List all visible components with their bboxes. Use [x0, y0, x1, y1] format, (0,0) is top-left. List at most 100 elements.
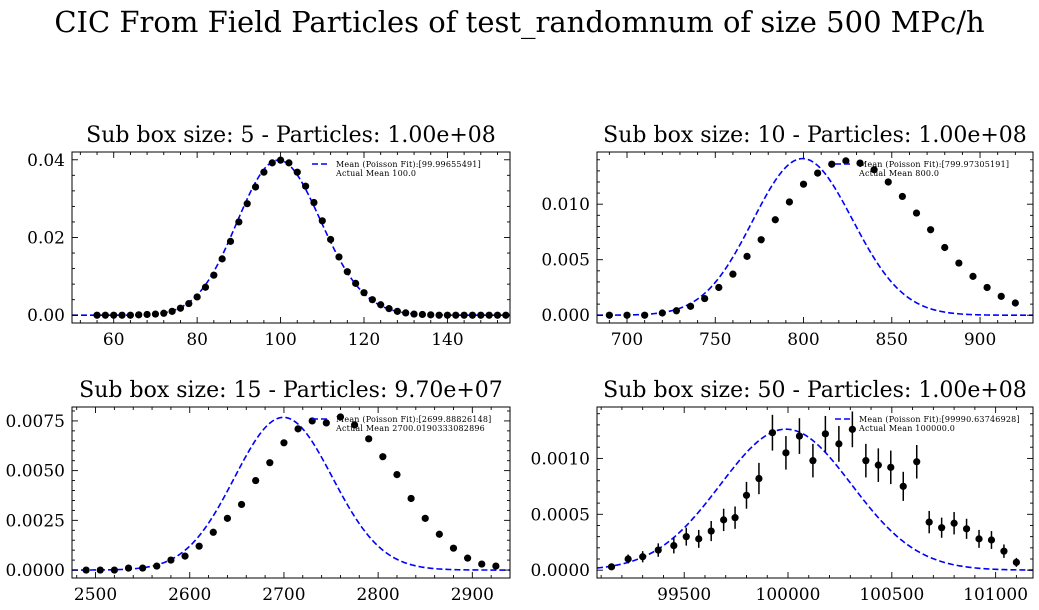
data-point — [715, 283, 723, 292]
data-point — [410, 310, 418, 318]
data-point — [464, 554, 472, 562]
legend-entry: Actual Mean 2700.0190333082896 — [335, 424, 485, 433]
data-point — [729, 270, 737, 278]
data-point — [605, 311, 613, 319]
data-point — [201, 283, 210, 291]
data-point — [226, 237, 235, 245]
y-tick-label: 0.00 — [27, 306, 65, 326]
data-point — [720, 516, 728, 524]
axes-frame — [596, 151, 1034, 324]
data-point — [160, 309, 168, 317]
data-point — [302, 182, 310, 190]
data-point — [336, 413, 345, 421]
legend: Mean (Poisson Fit):[99990.63746928]Actua… — [835, 415, 1020, 433]
data-point — [492, 562, 500, 570]
data-point — [368, 296, 376, 304]
x-tick-label: 120 — [348, 330, 380, 350]
data-point — [251, 183, 260, 191]
data-point — [393, 307, 401, 315]
data-point — [870, 166, 878, 174]
legend: Mean (Poisson Fit):[799.97305191]Actual … — [835, 160, 1009, 178]
x-tick-label: 2600 — [168, 585, 211, 605]
subplot-title: Sub box size: 5 - Particles: 1.00e+08 — [86, 123, 496, 148]
data-point — [884, 178, 892, 186]
axes-frame — [71, 406, 511, 579]
x-tick-label: 850 — [876, 330, 908, 350]
poisson-fit-line — [597, 157, 1033, 317]
figure-suptitle: CIC From Field Particles of test_randomn… — [54, 5, 985, 39]
data-point — [377, 301, 385, 309]
data-point — [243, 200, 251, 208]
data-point — [427, 311, 435, 319]
x-tick-label: 2800 — [356, 585, 399, 605]
data-point — [742, 491, 751, 499]
data-point — [1000, 547, 1008, 555]
data-point — [218, 255, 226, 263]
data-point — [639, 553, 647, 561]
data-point — [209, 528, 217, 536]
data-point — [782, 449, 790, 457]
data-point — [126, 311, 134, 319]
data-point — [285, 159, 293, 167]
x-tick-label: 700 — [611, 330, 643, 350]
plot-area — [597, 157, 1033, 319]
data-point — [452, 311, 460, 319]
subplot-3: Sub box size: 15 - Particles: 9.70e+07 25… — [6, 378, 511, 605]
data-point — [310, 198, 318, 207]
x-tick-label: 80 — [186, 330, 208, 350]
data-point — [335, 253, 343, 261]
data-point — [913, 458, 921, 466]
data-point — [118, 311, 126, 319]
data-point — [856, 159, 864, 167]
data-point — [168, 307, 176, 315]
subplot-4: Sub box size: 50 - Particles: 1.00e+08 99… — [531, 378, 1034, 605]
legend-entry: Mean (Poisson Fit):[799.97305191] — [859, 160, 1009, 169]
data-point — [975, 535, 983, 543]
data-point — [294, 425, 302, 433]
data-point — [418, 310, 426, 319]
y-tick-label: 0.0000 — [6, 561, 65, 581]
plot-area — [597, 411, 1033, 571]
y-tick-label: 0.0050 — [6, 462, 65, 482]
x-tick-label: 2900 — [451, 585, 494, 605]
data-point — [641, 311, 649, 319]
data-point — [318, 217, 326, 225]
x-tick-label: 100000 — [756, 585, 821, 605]
data-point — [322, 419, 330, 427]
legend: Mean (Poisson Fit):[2699.88826148]Actual… — [312, 415, 491, 433]
data-point — [899, 482, 907, 490]
data-point — [153, 562, 161, 570]
data-point — [124, 564, 133, 572]
data-point — [110, 311, 118, 319]
data-point — [93, 311, 101, 319]
data-point — [969, 272, 977, 280]
data-point — [950, 519, 958, 527]
data-point — [195, 542, 203, 550]
data-point — [941, 243, 949, 252]
data-point — [393, 471, 401, 479]
data-point — [268, 159, 276, 167]
data-point — [266, 459, 274, 467]
data-point — [478, 560, 486, 568]
data-point — [670, 541, 678, 550]
data-point — [743, 252, 751, 260]
subplot-2: Sub box size: 10 - Particles: 1.00e+08 70… — [541, 123, 1034, 350]
x-tick-label: 100500 — [859, 585, 924, 605]
data-point — [757, 236, 765, 244]
data-point — [1012, 558, 1020, 566]
data-point — [352, 279, 360, 287]
data-point — [360, 289, 368, 297]
data-point — [460, 311, 468, 319]
y-tick-label: 0.0005 — [531, 505, 590, 525]
data-point — [343, 268, 351, 276]
x-tick-label: 101000 — [963, 585, 1028, 605]
x-tick-label: 140 — [431, 330, 463, 350]
data-point — [280, 439, 288, 447]
legend-entry: Actual Mean 800.0 — [858, 169, 939, 178]
y-tick-label: 0.010 — [541, 195, 590, 215]
data-point — [695, 535, 703, 543]
subplot-title: Sub box size: 10 - Particles: 1.00e+08 — [603, 123, 1027, 148]
data-point — [672, 307, 681, 315]
data-point — [176, 304, 185, 312]
x-tick-label: 99500 — [657, 585, 711, 605]
